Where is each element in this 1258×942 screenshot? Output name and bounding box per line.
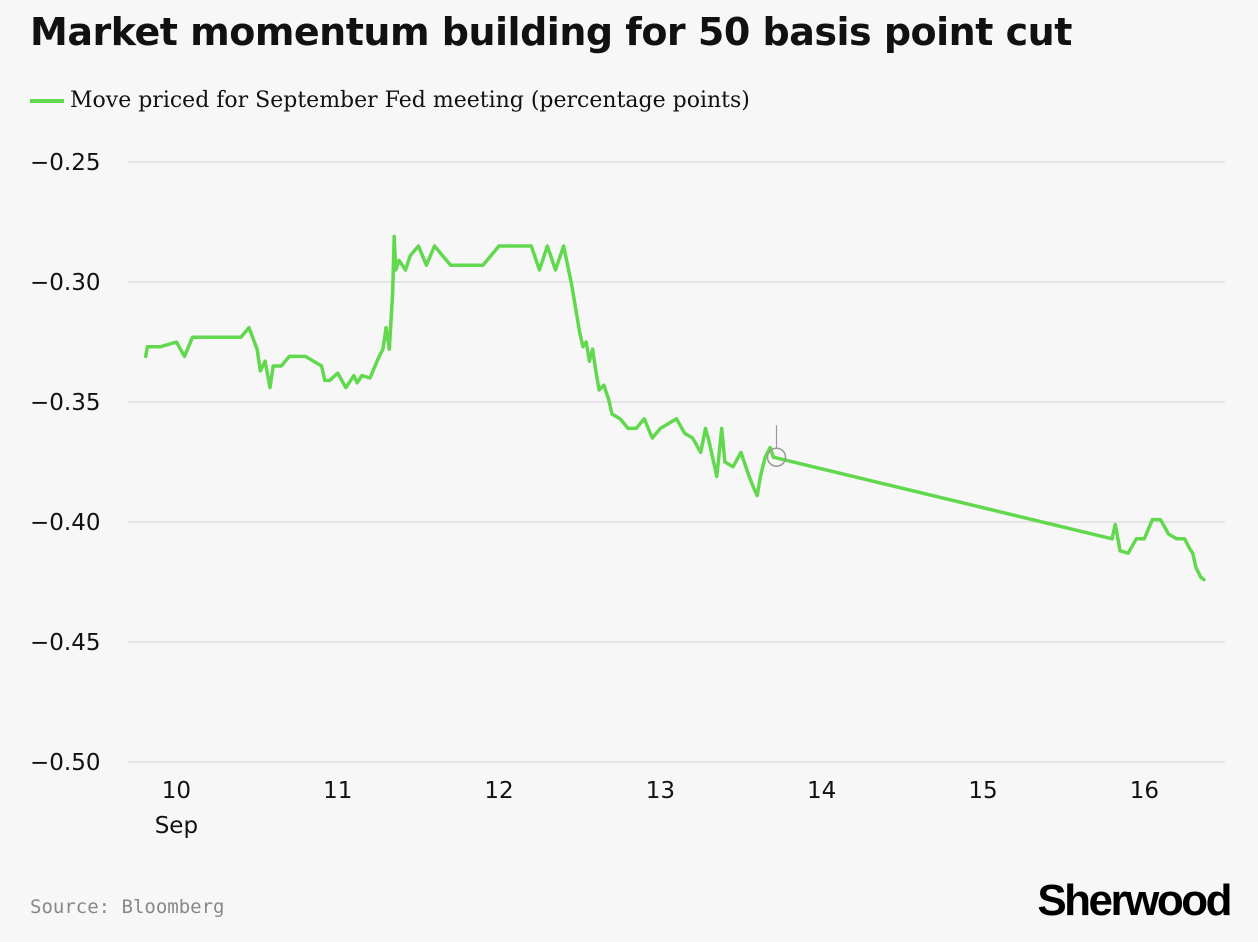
- series-line: [143, 234, 1206, 582]
- x-tick-label: 14: [807, 778, 836, 804]
- x-tick-label: 13: [646, 778, 675, 804]
- y-tick-label: −0.25: [30, 150, 100, 176]
- x-tick-label: 16: [1130, 778, 1159, 804]
- x-tick-label: 11: [323, 778, 352, 804]
- x-tick-label: 15: [968, 778, 997, 804]
- chart-title: Market momentum building for 50 basis po…: [30, 10, 1072, 54]
- y-tick-label: −0.35: [30, 390, 100, 416]
- source-note: Source: Bloomberg: [30, 896, 225, 918]
- series-layer: [143, 234, 1206, 582]
- y-tick-label: −0.40: [30, 510, 100, 536]
- y-tick-label: −0.50: [30, 750, 100, 776]
- legend: Move priced for September Fed meeting (p…: [30, 88, 750, 113]
- grid-lines: [128, 161, 1225, 763]
- x-tick-label: 10: [162, 778, 191, 804]
- x-tick-label: 12: [484, 778, 513, 804]
- legend-label: Move priced for September Fed meeting (p…: [70, 88, 750, 113]
- x-axis-ticks: 10 Sep 11 12 13 14 15 16: [155, 778, 1159, 839]
- highlight-point: [766, 447, 787, 467]
- y-tick-label: −0.30: [30, 270, 100, 296]
- brand-logo: Sherwood: [1037, 876, 1232, 925]
- y-tick-label: −0.45: [30, 630, 100, 656]
- highlight-marker-layer: [766, 425, 787, 467]
- y-axis-ticks: −0.25 −0.30 −0.35 −0.40 −0.45 −0.50: [30, 150, 100, 776]
- legend-swatch: [30, 98, 64, 103]
- x-tick-sublabel: Sep: [155, 813, 198, 839]
